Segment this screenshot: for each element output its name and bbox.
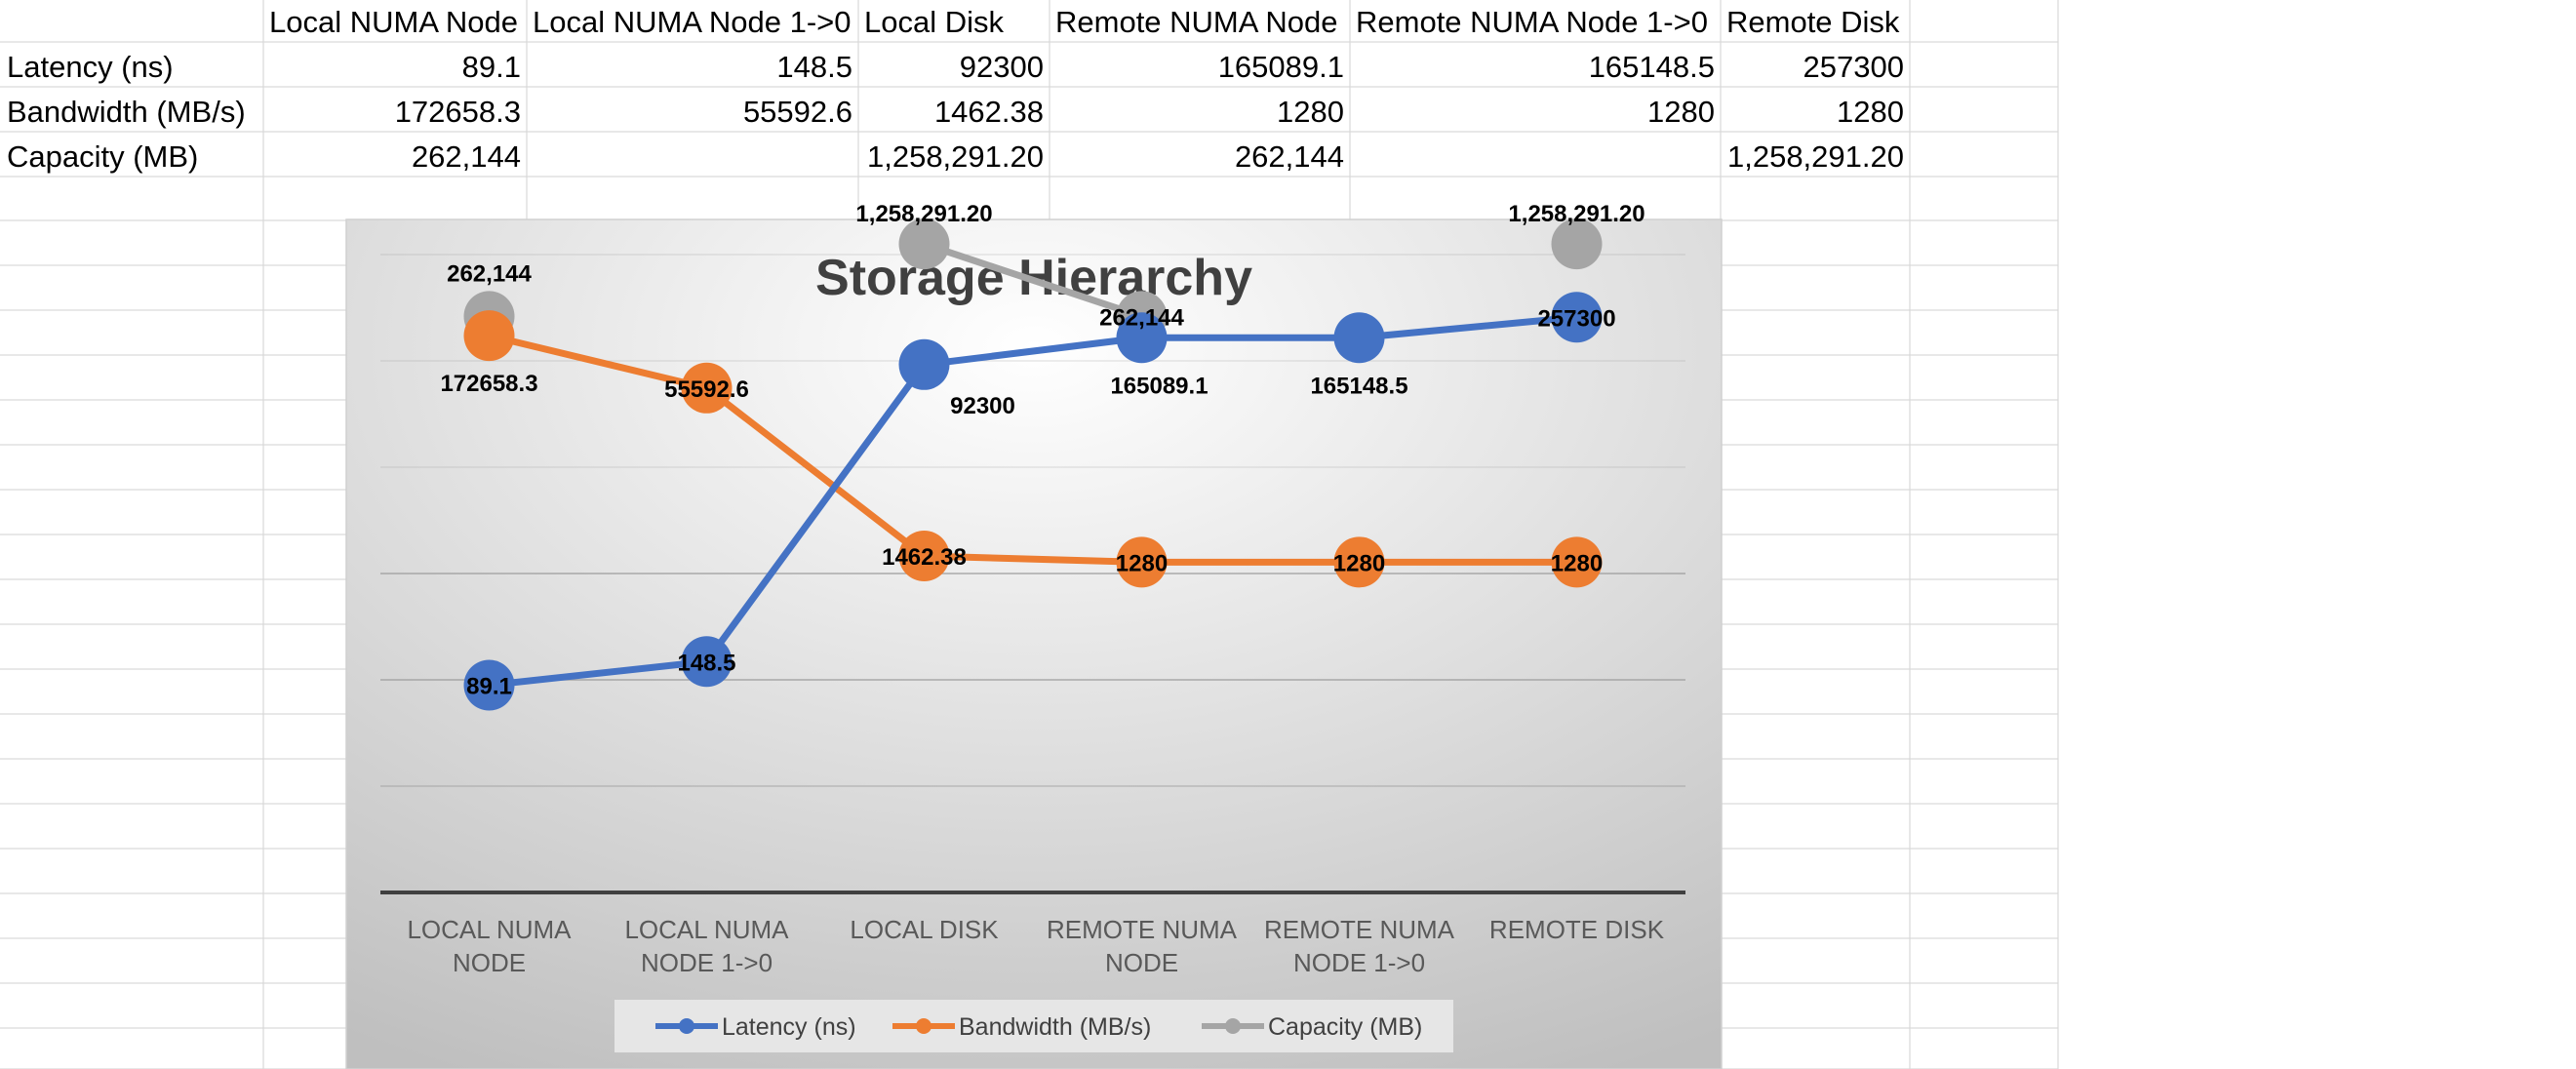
row-label[interactable]: Capacity (MB) xyxy=(7,139,198,174)
plot-gridlines xyxy=(380,254,1685,894)
column-header[interactable]: Local NUMA Node 1->0 xyxy=(533,5,852,39)
data-label: 165089.1 xyxy=(1110,373,1208,399)
series-line-segment xyxy=(486,332,710,392)
data-point[interactable] xyxy=(463,310,515,362)
x-tick-label: LOCAL NUMA NODE 1->0 xyxy=(624,915,789,977)
data-point[interactable] xyxy=(1116,312,1168,364)
table-cell[interactable]: 257300 xyxy=(1803,50,1904,84)
data-label: 92300 xyxy=(950,393,1015,419)
series-line-segment xyxy=(486,657,710,689)
series-line-segment xyxy=(703,384,928,560)
data-point[interactable] xyxy=(1333,536,1385,588)
series-line-segment xyxy=(1356,313,1580,341)
legend-box xyxy=(614,1000,1453,1052)
legend-entry[interactable]: Latency (ns) xyxy=(722,1013,856,1041)
table-cell[interactable]: 262,144 xyxy=(412,139,521,174)
legend-entry[interactable]: Capacity (MB) xyxy=(1268,1013,1422,1041)
data-point[interactable] xyxy=(1333,312,1385,364)
data-point[interactable] xyxy=(898,218,950,270)
legend-entry[interactable]: Bandwidth (MB/s) xyxy=(959,1013,1151,1041)
legend-marker xyxy=(679,1018,694,1034)
table-cell[interactable]: 1,258,291.20 xyxy=(867,139,1044,174)
data-label: 55592.6 xyxy=(664,376,749,403)
data-label: 165148.5 xyxy=(1310,373,1407,399)
data-point[interactable] xyxy=(681,362,733,414)
table-cell[interactable]: 1280 xyxy=(1837,95,1904,129)
data-point[interactable] xyxy=(1116,536,1168,588)
x-tick-label: LOCAL DISK xyxy=(850,915,999,944)
table-cell[interactable]: 1280 xyxy=(1647,95,1715,129)
table-cell[interactable]: 1,258,291.20 xyxy=(1727,139,1904,174)
column-header[interactable]: Remote NUMA Node 1->0 xyxy=(1356,5,1708,39)
row-label[interactable]: Bandwidth (MB/s) xyxy=(7,95,246,129)
data-label: 1280 xyxy=(1551,550,1603,576)
data-point[interactable] xyxy=(681,636,733,688)
data-point[interactable] xyxy=(898,338,950,390)
column-header[interactable]: Local NUMA Node xyxy=(269,5,518,39)
data-label: 89.1 xyxy=(466,673,512,699)
x-tick-label: REMOTE DISK xyxy=(1489,915,1665,944)
table-cell[interactable]: 165089.1 xyxy=(1218,50,1344,84)
table-cell[interactable]: 1462.38 xyxy=(934,95,1044,129)
chart-area[interactable] xyxy=(345,218,1723,1069)
data-label: 1280 xyxy=(1333,550,1385,576)
legend-marker xyxy=(916,1018,931,1034)
column-header[interactable]: Remote Disk xyxy=(1726,5,1900,39)
data-label: 172658.3 xyxy=(440,371,537,397)
table-cell[interactable]: 89.1 xyxy=(462,50,521,84)
table-cell[interactable]: 148.5 xyxy=(776,50,852,84)
data-label: 1,258,291.20 xyxy=(855,201,992,227)
data-point[interactable] xyxy=(1551,292,1603,343)
data-label: 1,258,291.20 xyxy=(1508,201,1645,227)
x-tick-label: REMOTE NUMA NODE xyxy=(1047,915,1238,977)
series-lines xyxy=(486,240,1580,689)
data-point[interactable] xyxy=(463,659,515,711)
table-cell[interactable]: 92300 xyxy=(960,50,1044,84)
series-line-segment xyxy=(921,552,1145,566)
data-label: 1462.38 xyxy=(882,544,967,571)
data-point[interactable] xyxy=(1551,536,1603,588)
x-tick-label: LOCAL NUMA NODE xyxy=(407,915,572,977)
series-line-segment xyxy=(703,361,928,665)
table-cell[interactable]: 172658.3 xyxy=(395,95,521,129)
data-label: 262,144 xyxy=(447,260,532,287)
category-axis-labels: LOCAL NUMA NODE LOCAL NUMA NODE 1->0 LOCAL D… xyxy=(407,915,1664,977)
legend-marker xyxy=(1225,1018,1241,1034)
data-point[interactable] xyxy=(898,531,950,582)
data-label: 262,144 xyxy=(1099,304,1184,331)
table-cell[interactable]: 55592.6 xyxy=(743,95,852,129)
table-cell[interactable]: 1280 xyxy=(1277,95,1344,129)
table-cell[interactable]: 165148.5 xyxy=(1589,50,1715,84)
data-label: 1280 xyxy=(1116,550,1168,576)
data-point[interactable] xyxy=(1551,218,1603,270)
row-label[interactable]: Latency (ns) xyxy=(7,50,174,84)
data-label: 257300 xyxy=(1537,305,1615,332)
chart-legend[interactable]: Latency (ns) Bandwidth (MB/s) Capacity (MB… xyxy=(614,1000,1453,1052)
data-label: 148.5 xyxy=(677,650,735,676)
data-labels: 89.1 148.5 92300 165089.1 165148.5 257300 1726… xyxy=(440,201,1645,699)
series-points xyxy=(463,218,1603,711)
series-line-segment xyxy=(921,334,1145,369)
column-header[interactable]: Local Disk xyxy=(864,5,1004,39)
x-tick-label: REMOTE NUMA NODE 1->0 xyxy=(1264,915,1455,977)
column-header[interactable]: Remote NUMA Node xyxy=(1055,5,1337,39)
series-line-segment xyxy=(921,240,1145,320)
table-cell[interactable]: 262,144 xyxy=(1235,139,1344,174)
data-table: Local NUMA Node Local NUMA Node 1->0 Local… xyxy=(7,5,1904,174)
